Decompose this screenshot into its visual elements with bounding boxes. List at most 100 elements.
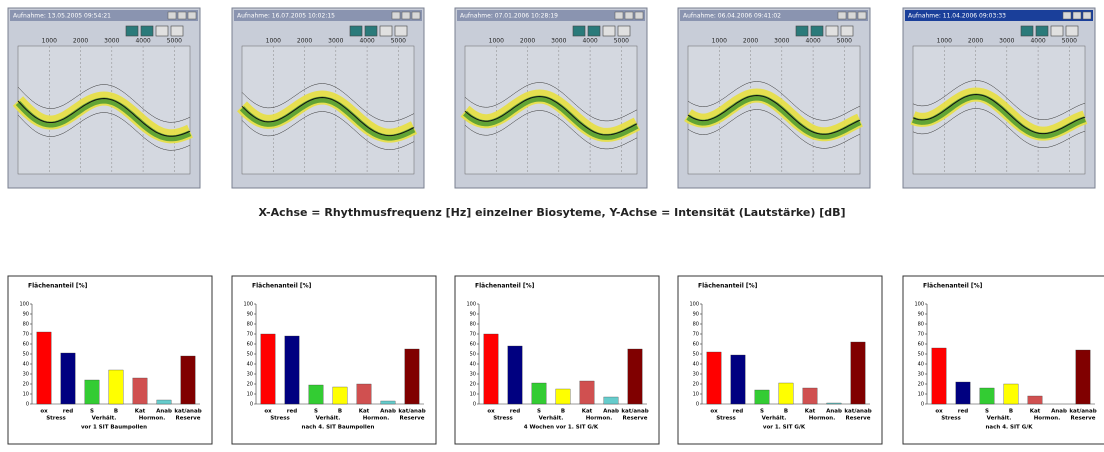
group-label: Stress [941, 416, 961, 422]
chart-subtitle: vor 1. SIT G/K [763, 425, 806, 431]
bar [133, 378, 147, 404]
x-tick-label: Kat [582, 409, 593, 415]
x-tick-label: 3000 [104, 38, 119, 45]
window-button [838, 12, 846, 19]
x-tick-label: 3000 [551, 38, 566, 45]
bar [604, 397, 618, 404]
x-tick-label: Anab [1051, 409, 1067, 415]
x-tick-label: 1000 [266, 38, 281, 45]
window-title: Aufnahme: 07.01.2006 10:28:19 [460, 13, 558, 20]
bar [980, 388, 994, 404]
x-tick-label: 5000 [167, 38, 182, 45]
y-tick-label: 80 [470, 322, 476, 328]
y-tick-label: 90 [918, 312, 924, 318]
window-title: Aufnahme: 06.04.2006 09:41:02 [683, 13, 781, 20]
window-title: Aufnahme: 11.04.2006 09:03:33 [908, 13, 1006, 20]
x-tick-label: S [314, 409, 318, 415]
bar [508, 346, 522, 404]
group-label: Verhält. [987, 416, 1012, 422]
bar [85, 380, 99, 404]
toolbar-button [126, 26, 138, 36]
group-label: Verhält. [762, 416, 787, 422]
bar [1028, 396, 1042, 404]
y-tick-label: 90 [23, 312, 29, 318]
y-tick-label: 40 [23, 362, 29, 368]
y-tick-label: 30 [247, 372, 253, 378]
window-button [1073, 12, 1081, 19]
bar [309, 385, 323, 404]
bar [532, 383, 546, 404]
y-tick-label: 20 [470, 382, 476, 388]
y-tick-label: 80 [247, 322, 253, 328]
x-tick-label: 1000 [42, 38, 57, 45]
x-tick-label: kat/anab [174, 409, 201, 415]
toolbar-button [603, 26, 615, 36]
x-tick-label: B [1009, 409, 1013, 415]
y-tick-label: 40 [693, 362, 699, 368]
x-tick-label: kat/anab [621, 409, 648, 415]
group-label: Hormon. [1034, 416, 1061, 422]
y-tick-label: 70 [470, 332, 476, 338]
y-tick-label: 100 [914, 302, 924, 308]
plot-area [242, 46, 414, 174]
x-tick-label: Anab [826, 409, 842, 415]
chart-subtitle: 4 Wochen vor 1. SIT G/K [524, 425, 599, 431]
x-tick-label: 4000 [359, 38, 374, 45]
x-tick-label: red [287, 409, 297, 415]
x-tick-label: S [760, 409, 764, 415]
x-tick-label: 4000 [135, 38, 150, 45]
group-label: Reserve [1071, 416, 1096, 422]
x-tick-label: ox [487, 409, 495, 415]
page: {"spectra": [ {"title": "Aufnahme: 13.05… [0, 0, 1104, 452]
y-tick-label: 70 [23, 332, 29, 338]
window-button [1063, 12, 1071, 19]
bar [628, 349, 642, 404]
toolbar-button [811, 26, 823, 36]
x-tick-label: 3000 [999, 38, 1014, 45]
chart-title: Flächenanteil [%] [252, 283, 312, 290]
x-tick-label: 1000 [712, 38, 727, 45]
y-tick-label: 60 [470, 342, 476, 348]
x-tick-label: 5000 [614, 38, 629, 45]
bar [580, 381, 594, 404]
group-label: Hormon. [139, 416, 166, 422]
y-tick-label: 70 [693, 332, 699, 338]
x-tick-label: 1000 [489, 38, 504, 45]
y-tick-label: 20 [247, 382, 253, 388]
bar [1004, 384, 1018, 404]
y-tick-label: 10 [23, 392, 29, 398]
y-tick-label: 70 [918, 332, 924, 338]
x-tick-label: 5000 [391, 38, 406, 45]
x-tick-label: S [90, 409, 94, 415]
x-tick-label: 2000 [520, 38, 535, 45]
figure: X-Achse = Rhythmusfrequenz [Hz] einzelne… [0, 0, 1104, 448]
x-tick-label: 2000 [968, 38, 983, 45]
x-tick-label: red [958, 409, 968, 415]
group-label: Stress [493, 416, 513, 422]
chart-subtitle: vor 1 SIT Baumpollen [81, 425, 147, 431]
x-tick-label: S [537, 409, 541, 415]
y-tick-label: 80 [693, 322, 699, 328]
x-tick-label: Kat [359, 409, 370, 415]
group-label: Verhält. [92, 416, 117, 422]
y-tick-label: 30 [693, 372, 699, 378]
y-tick-label: 50 [918, 352, 924, 358]
x-tick-label: kat/anab [398, 409, 425, 415]
caption: X-Achse = Rhythmusfrequenz [Hz] einzelne… [258, 206, 845, 219]
window-button [188, 12, 196, 19]
window-title: Aufnahme: 13.05.2005 09:54:21 [13, 13, 111, 20]
y-tick-label: 50 [693, 352, 699, 358]
bar [37, 332, 51, 404]
x-tick-label: Kat [805, 409, 816, 415]
x-tick-label: 5000 [1062, 38, 1077, 45]
x-tick-label: 4000 [1030, 38, 1045, 45]
x-tick-label: ox [264, 409, 272, 415]
bar [1076, 350, 1090, 404]
group-label: Stress [270, 416, 290, 422]
window-button [178, 12, 186, 19]
group-label: Stress [716, 416, 736, 422]
x-tick-label: S [985, 409, 989, 415]
x-tick-label: Kat [135, 409, 146, 415]
x-tick-label: kat/anab [1069, 409, 1096, 415]
bar [932, 348, 946, 404]
